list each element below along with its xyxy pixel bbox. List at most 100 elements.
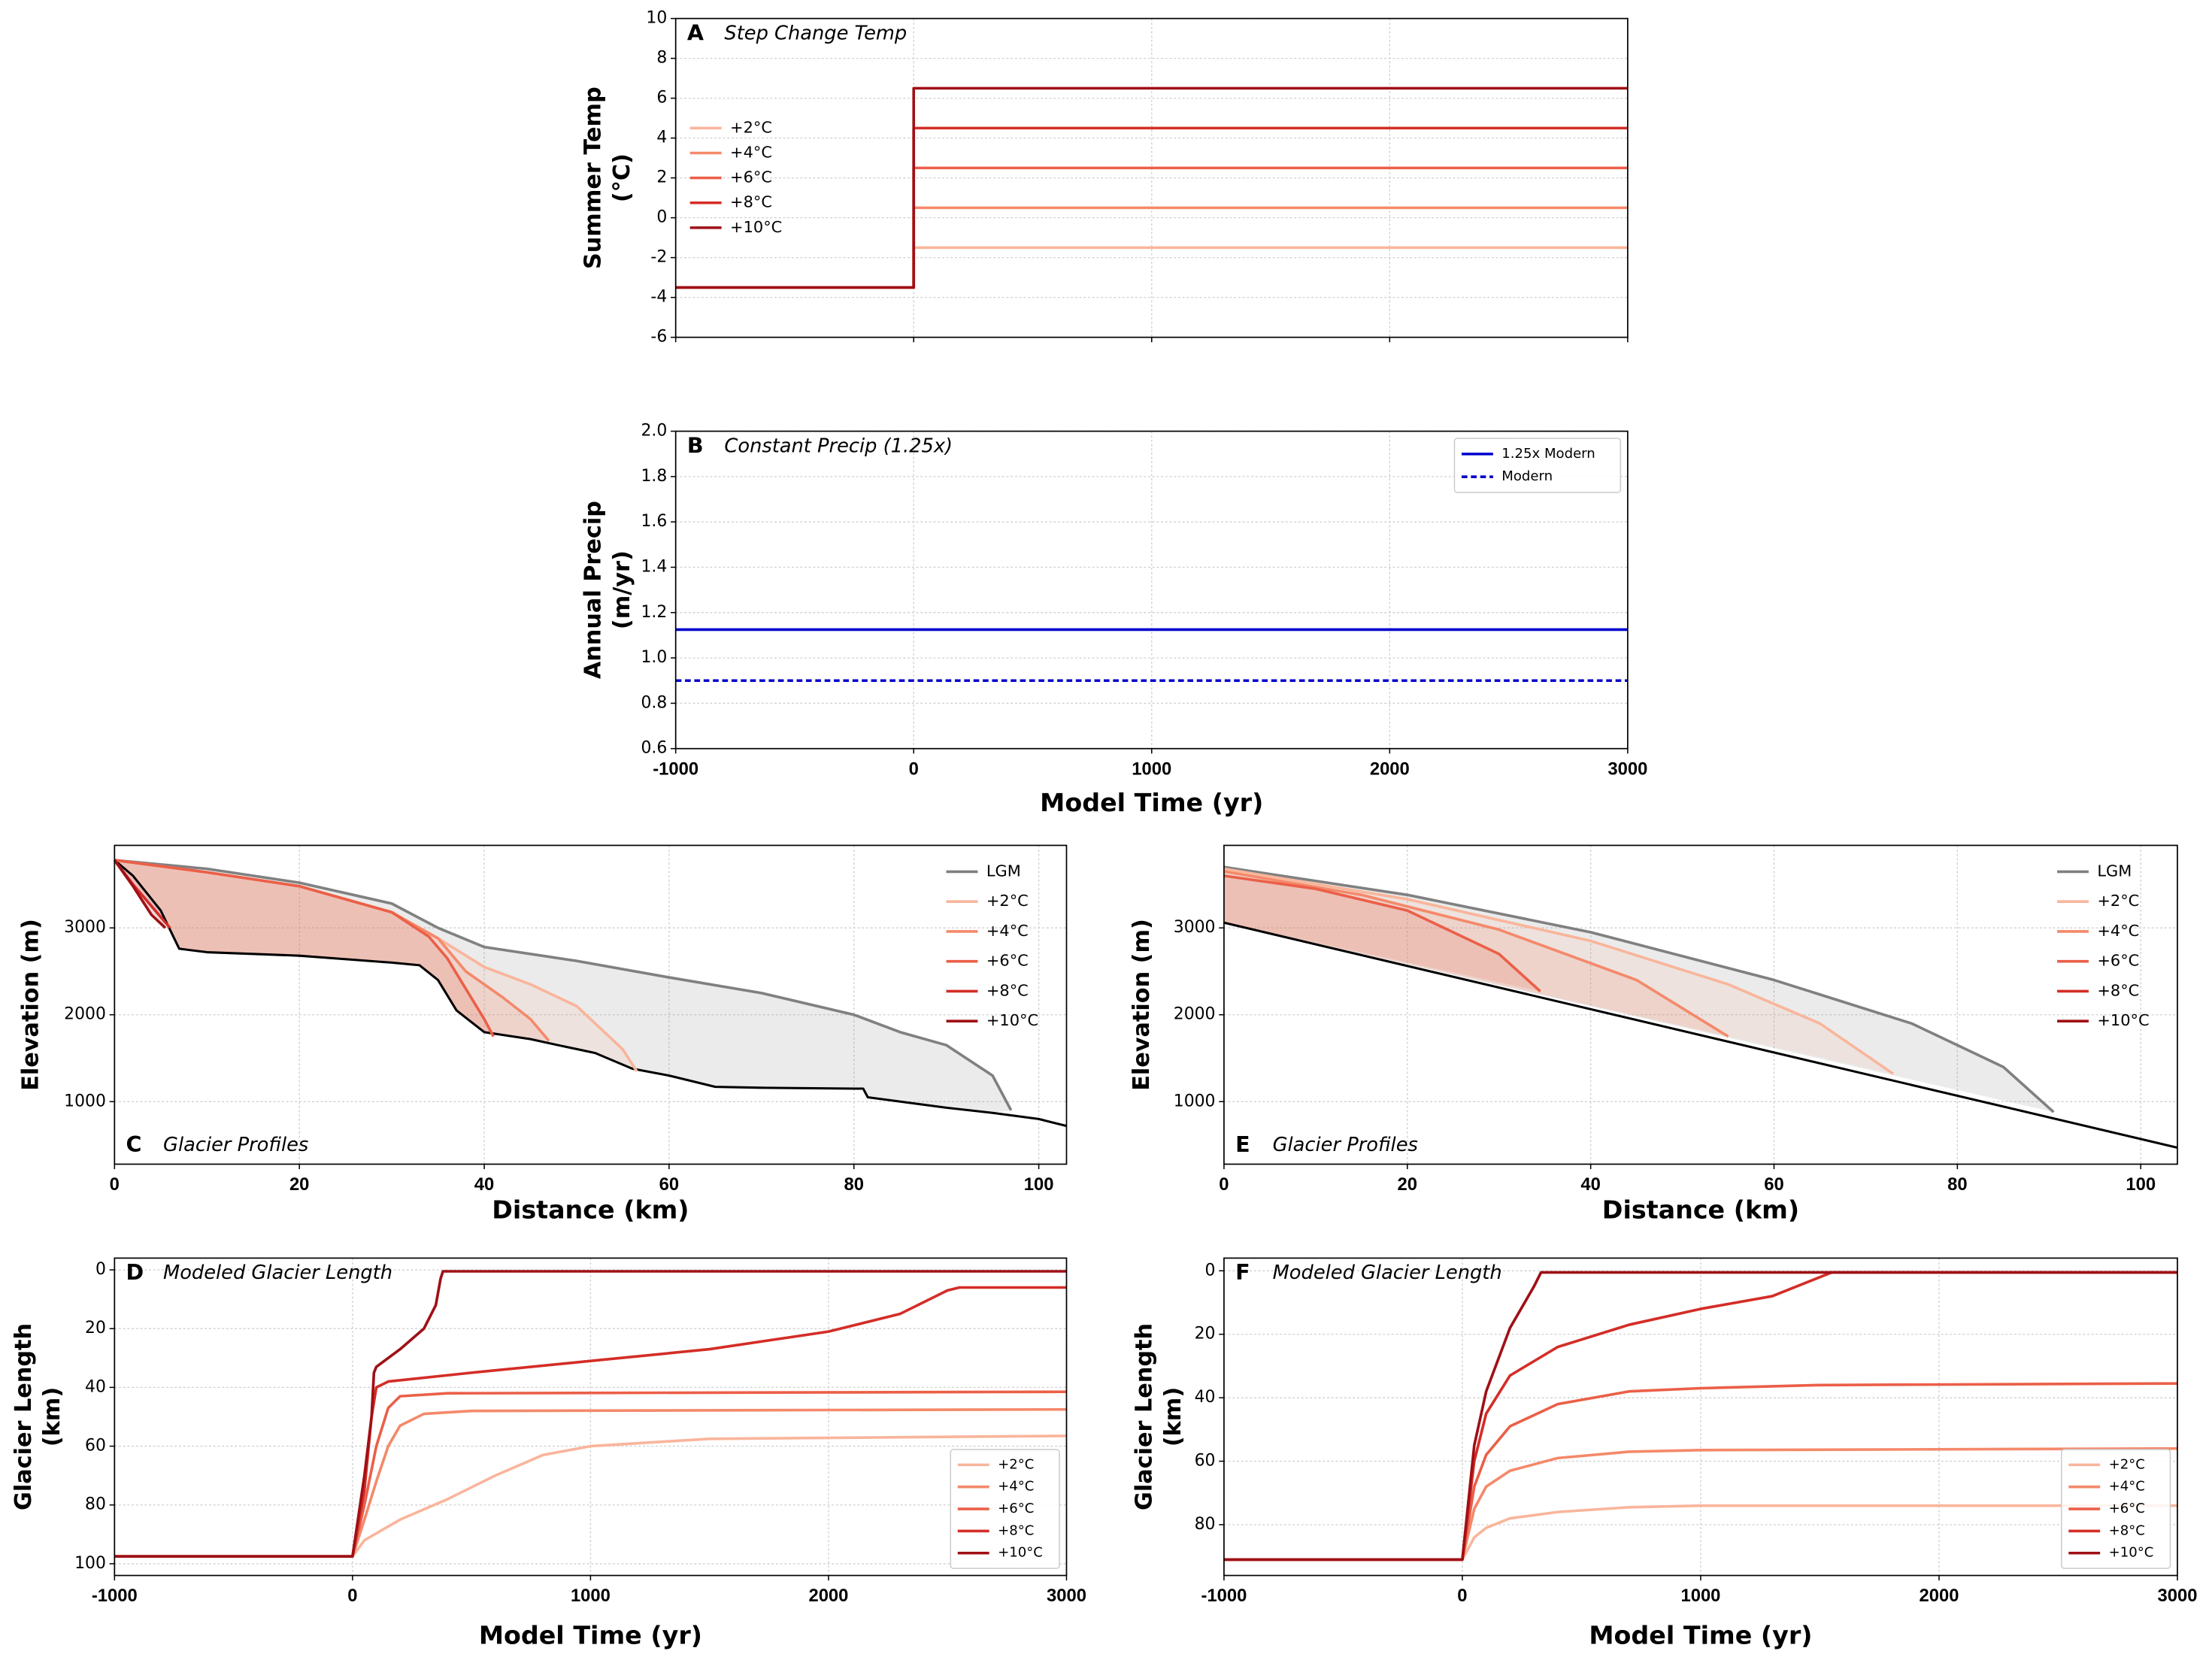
legend-label: +2°C <box>2097 892 2139 910</box>
x-tick-label: 3000 <box>1607 759 1647 779</box>
x-tick-label: 60 <box>1764 1175 1783 1195</box>
y-axis-label: Glacier Length <box>1132 1323 1158 1510</box>
series-line <box>114 1270 1067 1558</box>
legend-label: +4°C <box>730 144 772 162</box>
panel-title: Glacier Profiles <box>1273 1134 1418 1156</box>
x-tick-label: -1000 <box>92 1586 138 1606</box>
fill-area <box>1223 875 1541 992</box>
y-tick-label: 8 <box>656 49 667 68</box>
fill-area <box>114 860 637 1071</box>
legend-label: +8°C <box>730 193 772 211</box>
x-tick-label: 20 <box>1398 1175 1417 1195</box>
y-tick-label: 1.6 <box>641 512 667 531</box>
y-axis-label: Annual Precip <box>580 501 607 679</box>
panel: 0 20 40 60 80 -1000 0 1000 2000 3000 F Modeled Glac… <box>1132 1257 2198 1650</box>
x-tick-label: 1000 <box>571 1586 611 1606</box>
panel-letter: C <box>126 1132 142 1157</box>
y-tick-label: 4 <box>656 129 667 147</box>
fill-area <box>114 860 494 1037</box>
legend-label: +6°C <box>986 952 1029 970</box>
x-tick-label: 1000 <box>1132 759 1171 779</box>
y-axis-label: (°C) <box>609 153 635 202</box>
panel-letter: F <box>1235 1260 1250 1285</box>
x-tick-label: 40 <box>474 1175 494 1195</box>
panel-title: Step Change Temp <box>724 22 907 44</box>
y-tick-label: 20 <box>85 1319 106 1337</box>
y-axis-label: (m/yr) <box>609 550 635 629</box>
y-tick-label: 10 <box>646 9 667 28</box>
y-tick-label: -4 <box>650 288 667 307</box>
y-tick-label: 1.0 <box>641 648 667 667</box>
x-axis-label: Model Time (yr) <box>1589 1621 1812 1650</box>
x-axis-label: Model Time (yr) <box>479 1621 702 1650</box>
y-tick-label: 1.4 <box>641 558 667 577</box>
series-line <box>114 1407 1067 1558</box>
panel-title: Constant Precip (1.25x) <box>724 435 953 457</box>
legend-label: +4°C <box>2097 922 2139 940</box>
legend-label: +2°C <box>730 118 772 136</box>
fill-area <box>114 860 1011 1113</box>
y-tick-label: 3000 <box>1174 918 1216 937</box>
y-tick-label: 0 <box>95 1260 106 1279</box>
x-axis-label: Distance (km) <box>1602 1195 1799 1225</box>
y-tick-label: 100 <box>74 1554 106 1573</box>
series-line <box>1223 1446 2177 1562</box>
x-tick-label: 60 <box>659 1175 679 1195</box>
legend-label: +4°C <box>986 922 1029 940</box>
series-line <box>114 859 495 1038</box>
x-tick-label: 20 <box>289 1175 309 1195</box>
panel-letter: B <box>687 433 704 458</box>
panel-title: Modeled Glacier Length <box>1273 1262 1502 1284</box>
plot-frame <box>114 1257 1068 1577</box>
plot-frame <box>1223 844 2178 1165</box>
x-tick-label: 2000 <box>1920 1586 1959 1606</box>
x-tick-label: 100 <box>2126 1175 2156 1195</box>
legend-label: +6°C <box>2097 952 2139 970</box>
legend-label: +6°C <box>2109 1501 2145 1516</box>
legend-frame <box>950 1449 1060 1569</box>
x-axis-label: Model Time (yr) <box>1040 788 1263 817</box>
legend-label: +8°C <box>2097 982 2139 1000</box>
legend-label: 1.25x Modern <box>1501 446 1595 462</box>
y-tick-label: 1000 <box>1174 1092 1216 1110</box>
x-tick-label: 1000 <box>1680 1586 1720 1606</box>
series-line <box>113 859 167 929</box>
panel: -6 -4 -2 0 2 4 6 8 10 A Step Change Temp Summer Tem… <box>580 9 1629 347</box>
x-tick-label: 2000 <box>808 1586 848 1606</box>
y-tick-label: 1000 <box>64 1092 106 1110</box>
legend-label: +6°C <box>730 168 772 186</box>
y-axis-label: Glacier Length <box>11 1323 37 1510</box>
legend-label: +8°C <box>986 982 1029 1000</box>
y-tick-label: 40 <box>85 1377 106 1396</box>
figure-content: -6 -4 -2 0 2 4 6 8 10 A Step Change Temp Summer Tem… <box>11 9 2198 1650</box>
x-tick-label: 80 <box>844 1175 864 1195</box>
legend-label: +8°C <box>998 1522 1034 1538</box>
y-tick-label: -6 <box>650 328 667 347</box>
panel-title: Modeled Glacier Length <box>163 1262 392 1284</box>
y-tick-label: 60 <box>85 1437 106 1456</box>
legend-label: Modern <box>1501 468 1553 484</box>
panel-title: Glacier Profiles <box>163 1134 308 1156</box>
x-tick-label: 0 <box>909 759 919 779</box>
legend-frame <box>1453 438 1622 493</box>
x-tick-label: 3000 <box>2158 1586 2198 1606</box>
legend-label: +6°C <box>998 1501 1034 1516</box>
x-tick-label: 80 <box>1947 1175 1967 1195</box>
legend-label: +8°C <box>2109 1522 2145 1538</box>
panel: 1000 2000 3000 0 20 40 60 80 100 C Glacier Profile… <box>17 844 1068 1224</box>
x-tick-label: 0 <box>347 1586 357 1606</box>
y-tick-label: 2 <box>656 168 667 187</box>
y-axis-label: Summer Temp <box>580 86 607 269</box>
y-tick-label: 80 <box>1195 1515 1216 1534</box>
legend-label: +4°C <box>2109 1479 2145 1495</box>
y-axis-label: (km) <box>39 1387 65 1446</box>
y-axis-label: Elevation (m) <box>1129 919 1155 1091</box>
series-line <box>1223 870 1729 1038</box>
legend-label: LGM <box>2097 862 2132 880</box>
panel: 0.6 0.8 1.0 1.2 1.4 1.6 1.8 2.0 -1000 0 1000 2000 30… <box>580 422 1648 817</box>
y-axis-label: (km) <box>1160 1387 1186 1446</box>
y-tick-label: 1.8 <box>641 467 667 486</box>
panel-letter: D <box>126 1260 144 1285</box>
y-tick-label: -2 <box>650 248 667 267</box>
